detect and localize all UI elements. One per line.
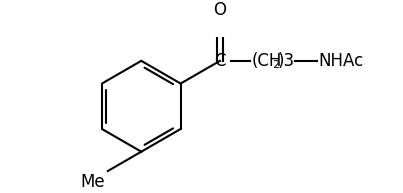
Text: 2: 2 [272, 60, 279, 70]
Text: C: C [214, 52, 226, 70]
Text: O: O [214, 1, 226, 19]
Text: Me: Me [80, 173, 105, 191]
Text: NHAc: NHAc [319, 52, 364, 70]
Text: (CH: (CH [251, 52, 282, 70]
Text: )3: )3 [278, 52, 295, 70]
